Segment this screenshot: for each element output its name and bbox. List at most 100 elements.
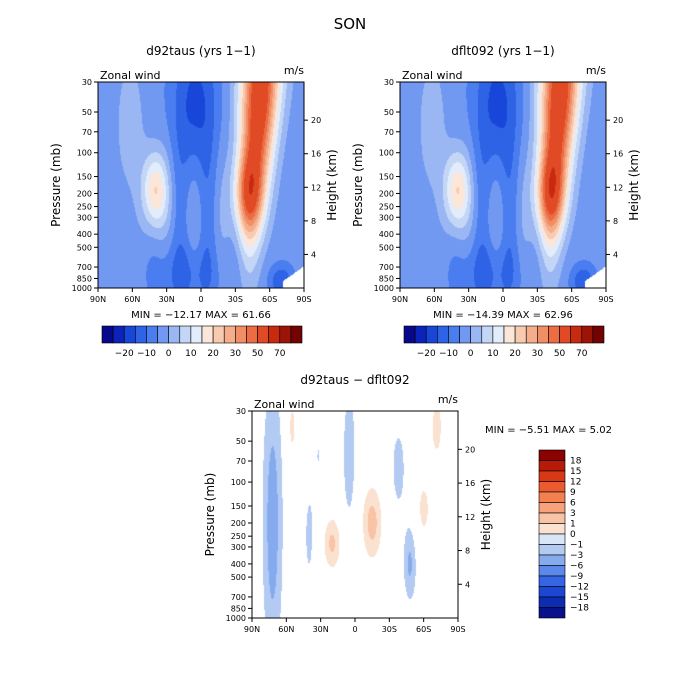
y-tick-label: 700 bbox=[379, 263, 394, 272]
colorbar-swatch bbox=[581, 325, 594, 344]
y-tick-label: 200 bbox=[379, 189, 394, 198]
colorbar-swatch bbox=[201, 325, 214, 344]
colorbar-label: 0 bbox=[166, 349, 172, 359]
y-tick-label: 200 bbox=[231, 519, 246, 528]
colorbar-swatch bbox=[492, 325, 505, 344]
x-tick-label: 30S bbox=[228, 295, 243, 304]
x-tick-label: 30S bbox=[530, 295, 545, 304]
y-tick-label: 200 bbox=[77, 189, 92, 198]
y2-tick-label: 8 bbox=[613, 217, 618, 226]
left-label: Zonal wind bbox=[100, 69, 161, 82]
y2-tick-label: 20 bbox=[613, 116, 623, 125]
y-tick-label: 1000 bbox=[72, 284, 92, 293]
colorbar-swatch bbox=[425, 325, 438, 344]
colorbar-swatch bbox=[538, 460, 566, 472]
y2-tick-label: 16 bbox=[311, 150, 321, 159]
y-tick-label: 300 bbox=[379, 213, 394, 222]
colorbar-swatch bbox=[538, 586, 566, 598]
colorbar-swatch bbox=[414, 325, 427, 344]
y-tick-label: 250 bbox=[379, 203, 394, 212]
colorbar-swatch bbox=[538, 544, 566, 556]
colorbar-label: −9 bbox=[570, 572, 584, 582]
y-tick-label: 70 bbox=[236, 457, 246, 466]
colorbar-swatch bbox=[146, 325, 158, 344]
colorbar-label: 0 bbox=[468, 349, 474, 359]
x-tick-label: 30N bbox=[159, 295, 175, 304]
x-tick-label: 90N bbox=[90, 295, 106, 304]
colorbar-label: 0 bbox=[570, 530, 576, 540]
colorbar-label: −18 bbox=[570, 604, 589, 614]
x-tick-label: 60S bbox=[262, 295, 277, 304]
colorbar-swatch bbox=[101, 325, 114, 344]
colorbar-label: 18 bbox=[570, 457, 582, 467]
y2-tick-label: 16 bbox=[465, 479, 475, 488]
x-tick-label: 0 bbox=[198, 295, 203, 304]
colorbar-swatch bbox=[559, 325, 571, 344]
contour-field bbox=[252, 411, 458, 618]
x-tick-label: 0 bbox=[352, 625, 357, 634]
y-tick-label: 850 bbox=[77, 274, 92, 283]
y-tick-label: 850 bbox=[379, 274, 394, 283]
y2-tick-label: 12 bbox=[465, 513, 475, 522]
y-tick-label: 50 bbox=[384, 108, 394, 117]
colorbar-swatch bbox=[168, 325, 181, 344]
colorbar-swatch bbox=[190, 325, 203, 344]
y-tick-label: 700 bbox=[77, 263, 92, 272]
x-tick-label: 90S bbox=[296, 295, 311, 304]
colorbar-label: −20 bbox=[417, 349, 436, 359]
y2-tick-label: 4 bbox=[613, 250, 618, 259]
colorbar-swatch bbox=[525, 325, 538, 344]
y-tick-label: 500 bbox=[379, 243, 394, 252]
colorbar-swatch bbox=[268, 325, 281, 344]
colorbar-swatch bbox=[538, 491, 566, 503]
colorbar-label: −12 bbox=[570, 583, 589, 593]
x-tick-label: 60N bbox=[124, 295, 140, 304]
colorbar-label: 10 bbox=[487, 349, 499, 359]
y2-axis-label: Height (km) bbox=[479, 479, 493, 550]
colorbar-swatch bbox=[403, 325, 416, 344]
colorbar-swatch bbox=[223, 325, 236, 344]
stats-text: MIN = −12.17 MAX = 61.66 bbox=[131, 310, 271, 321]
stats-text: MIN = −14.39 MAX = 62.96 bbox=[433, 310, 573, 321]
colorbar-label: 12 bbox=[570, 478, 581, 488]
colorbar-label: −15 bbox=[570, 593, 589, 603]
y-tick-label: 850 bbox=[231, 604, 246, 613]
right-label: m/s bbox=[586, 64, 606, 77]
y-tick-label: 100 bbox=[231, 478, 246, 487]
y-tick-label: 300 bbox=[77, 213, 92, 222]
y-tick-label: 70 bbox=[82, 128, 92, 137]
colorbar-swatch bbox=[538, 523, 566, 535]
contour-field bbox=[98, 82, 304, 288]
y-axis-label: Pressure (mb) bbox=[49, 143, 63, 227]
colorbar-label: 3 bbox=[570, 509, 576, 519]
panel-title: d92taus − dflt092 bbox=[300, 373, 409, 387]
y-tick-label: 250 bbox=[231, 532, 246, 541]
y2-tick-label: 20 bbox=[311, 116, 321, 125]
colorbar-label: 20 bbox=[207, 349, 219, 359]
y2-axis-label: Height (km) bbox=[325, 149, 339, 220]
colorbar-label: 9 bbox=[570, 488, 576, 498]
y-tick-label: 50 bbox=[236, 437, 246, 446]
colorbar-swatch bbox=[538, 565, 566, 577]
y2-tick-label: 4 bbox=[311, 250, 316, 259]
y-tick-label: 30 bbox=[82, 78, 92, 87]
y-axis-label: Pressure (mb) bbox=[203, 473, 217, 557]
y-tick-label: 50 bbox=[82, 108, 92, 117]
colorbar-swatch bbox=[257, 325, 269, 344]
colorbar-swatch bbox=[570, 325, 583, 344]
colorbar-swatch bbox=[179, 325, 192, 344]
colorbar-swatch bbox=[548, 325, 560, 344]
colorbar-swatch bbox=[538, 481, 566, 493]
y-tick-label: 30 bbox=[236, 407, 246, 416]
colorbar-label: −6 bbox=[570, 562, 584, 572]
y-tick-label: 400 bbox=[77, 230, 92, 239]
y-tick-label: 1000 bbox=[374, 284, 394, 293]
y-axis-label: Pressure (mb) bbox=[351, 143, 365, 227]
y-tick-label: 100 bbox=[77, 149, 92, 158]
panel-d92taus: d92taus (yrs 1−1)Zonal wind m/s3050701001… bbox=[49, 44, 339, 359]
y2-axis-label: Height (km) bbox=[627, 149, 641, 220]
stats-text: MIN = −5.51 MAX = 5.02 bbox=[485, 425, 612, 436]
colorbar-swatch bbox=[448, 325, 460, 344]
y2-tick-label: 8 bbox=[465, 547, 470, 556]
